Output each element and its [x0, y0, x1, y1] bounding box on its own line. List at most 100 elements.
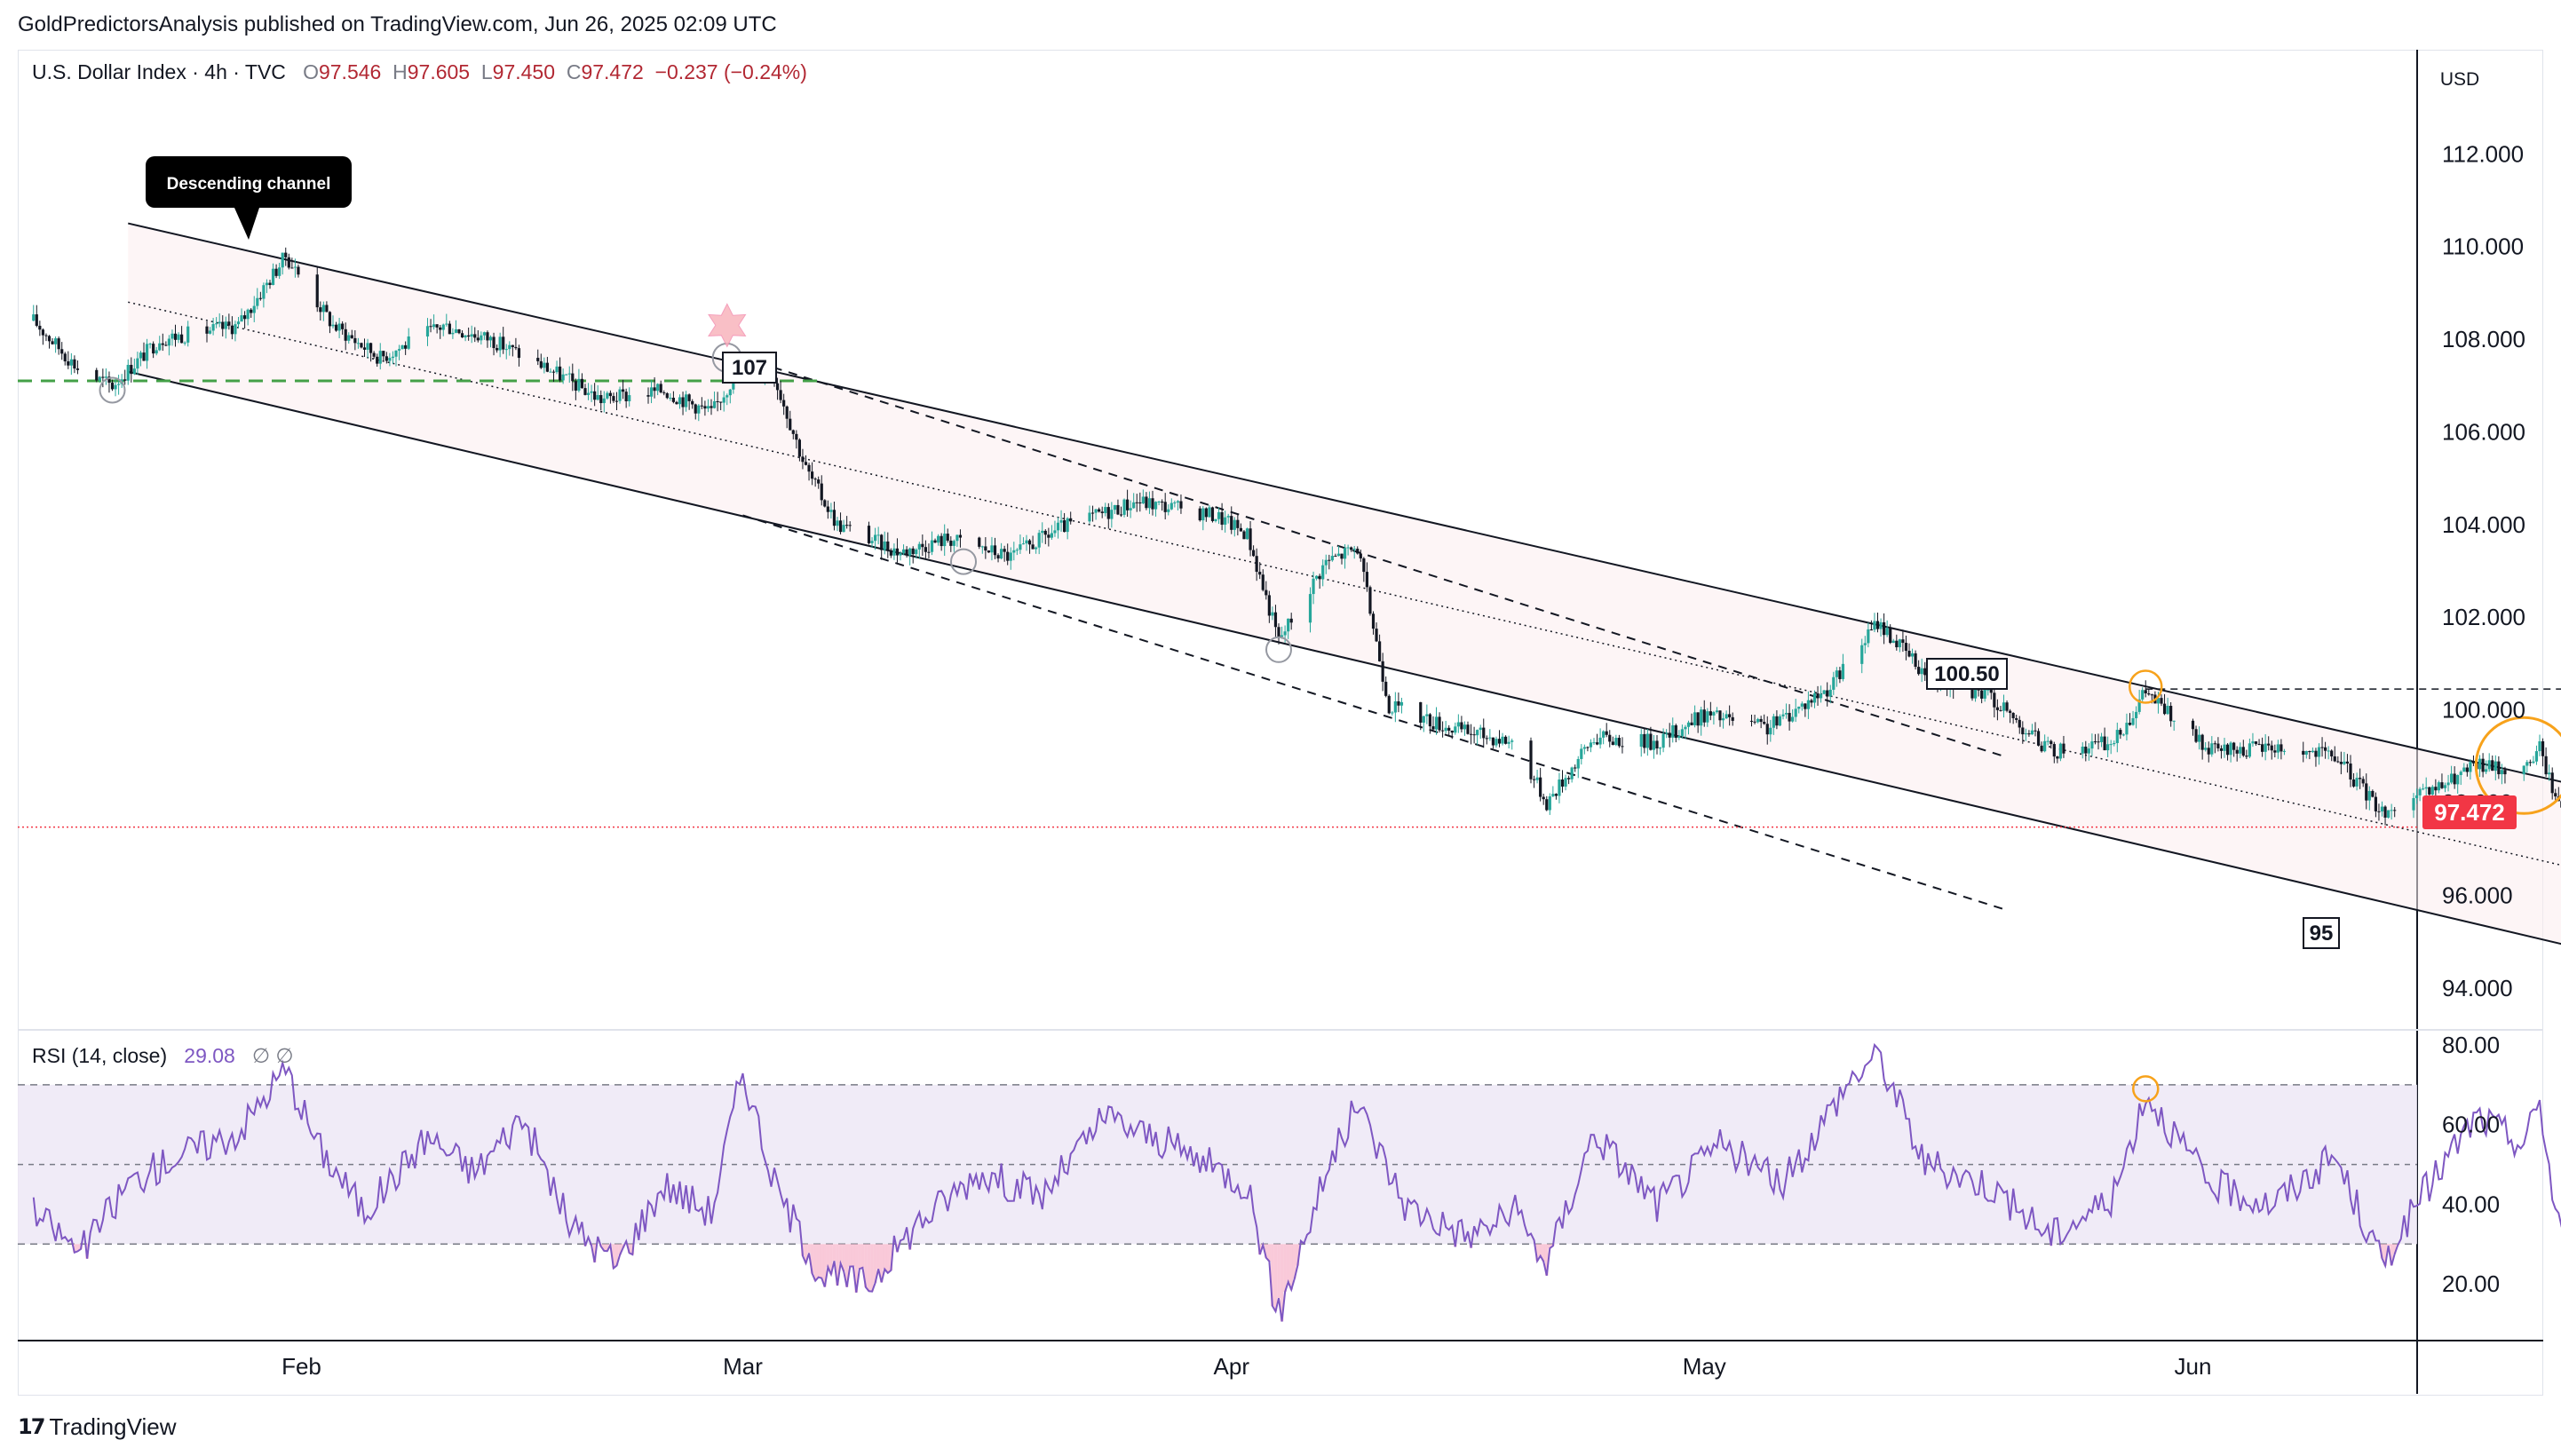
channel-upper-line[interactable] [128, 222, 2561, 785]
channel-lower-line[interactable] [128, 370, 2561, 946]
subchannel-upper-line[interactable] [742, 356, 2004, 757]
touch-circle-jan[interactable] [99, 376, 126, 404]
candle [1053, 520, 1057, 537]
candle [473, 327, 477, 343]
candle [514, 337, 518, 351]
candle [2500, 764, 2503, 785]
candle [1399, 697, 1404, 714]
candle [341, 320, 345, 335]
rsi-peak-circle[interactable] [2132, 1075, 2160, 1103]
rsi-oversold-fill [1535, 1244, 1539, 1262]
candle [1371, 611, 1376, 635]
candle [1255, 548, 1258, 582]
candle [1043, 529, 1047, 544]
candle [488, 335, 493, 348]
currency-label[interactable]: USD [2440, 69, 2479, 90]
candle [1507, 735, 1510, 749]
candle [1649, 726, 1653, 751]
candle [1346, 544, 1350, 556]
touch-circle-mar[interactable] [950, 548, 977, 575]
candle [826, 500, 829, 519]
level-107-label[interactable]: 107 [722, 352, 777, 384]
candle [2087, 743, 2090, 761]
candle [614, 392, 619, 411]
candle [1816, 685, 1820, 706]
subchannel-lower-line[interactable] [742, 514, 2004, 911]
candle [1702, 700, 1706, 727]
candle [703, 400, 707, 416]
candle [218, 313, 221, 328]
candles-layer [32, 247, 2561, 826]
candle [1728, 705, 1732, 726]
level-100-50-label[interactable]: 100.50 [1926, 658, 2008, 690]
candle [388, 352, 392, 367]
candle [1356, 546, 1360, 555]
candle [990, 536, 994, 561]
candle [1564, 774, 1567, 791]
candle [2097, 733, 2100, 750]
star-marker[interactable] [708, 303, 747, 348]
tradingview-logo[interactable]: 𝟭𝟳 TradingView [18, 1413, 176, 1441]
candle [328, 311, 332, 334]
rsi-oversold-fill [873, 1244, 877, 1284]
descending-channel-callout[interactable]: Descending channel [146, 156, 352, 240]
breakout-circle-jun[interactable] [2474, 716, 2561, 815]
level-95-label[interactable]: 95 [2303, 917, 2340, 949]
candle [2273, 744, 2277, 758]
candle [955, 534, 959, 547]
candle [117, 375, 121, 395]
candle [1161, 499, 1164, 511]
symbol-name: U.S. Dollar Index · 4h · TVC [32, 60, 286, 83]
rsi-oversold-fill [810, 1244, 814, 1274]
candle [2204, 741, 2208, 752]
candle [230, 316, 234, 340]
candle [1173, 500, 1177, 508]
touch-circle-apr[interactable] [1265, 636, 1292, 663]
candle [391, 351, 395, 365]
rsi-line[interactable] [32, 1042, 2561, 1322]
candle [265, 279, 269, 294]
candle [2015, 715, 2018, 724]
candle [1510, 738, 1514, 750]
candle [880, 534, 884, 560]
candle [1797, 706, 1801, 714]
resistance-circle-may[interactable] [2129, 669, 2163, 704]
candle [1828, 684, 1832, 704]
rsi-oversold-fill [614, 1244, 619, 1266]
symbol-legend[interactable]: U.S. Dollar Index · 4h · TVC O97.546 H97… [32, 60, 807, 84]
candle [820, 475, 823, 506]
candle [949, 536, 953, 552]
candle [586, 383, 591, 400]
candle [993, 537, 997, 559]
candle [177, 332, 180, 344]
candle [590, 384, 593, 402]
rsi-oversold-fill [876, 1244, 880, 1270]
candle [44, 333, 48, 342]
candle [2002, 694, 2006, 718]
channel-midline[interactable] [128, 301, 2561, 867]
candle [2090, 733, 2094, 756]
candle [1035, 546, 1038, 554]
candle [2207, 741, 2210, 763]
rsi-oversold-fill [1273, 1244, 1278, 1312]
candle [2497, 756, 2501, 779]
candle [1914, 650, 1917, 670]
candle [1860, 638, 1864, 674]
candle [1308, 587, 1312, 633]
candle [432, 314, 436, 330]
candle [555, 360, 559, 375]
candle [2223, 737, 2226, 758]
candle [1441, 721, 1445, 738]
candle [2485, 760, 2488, 774]
candle [366, 338, 369, 359]
rsi-legend[interactable]: RSI (14, close) 29.08 ∅ ∅ [32, 1044, 293, 1068]
candle [2276, 740, 2280, 759]
candle [2336, 756, 2340, 764]
candle [836, 517, 839, 532]
candle [665, 392, 669, 400]
candle [797, 438, 801, 462]
candle [1696, 712, 1700, 733]
rsi-oversold-fill [1286, 1244, 1290, 1282]
candle [1869, 620, 1873, 631]
